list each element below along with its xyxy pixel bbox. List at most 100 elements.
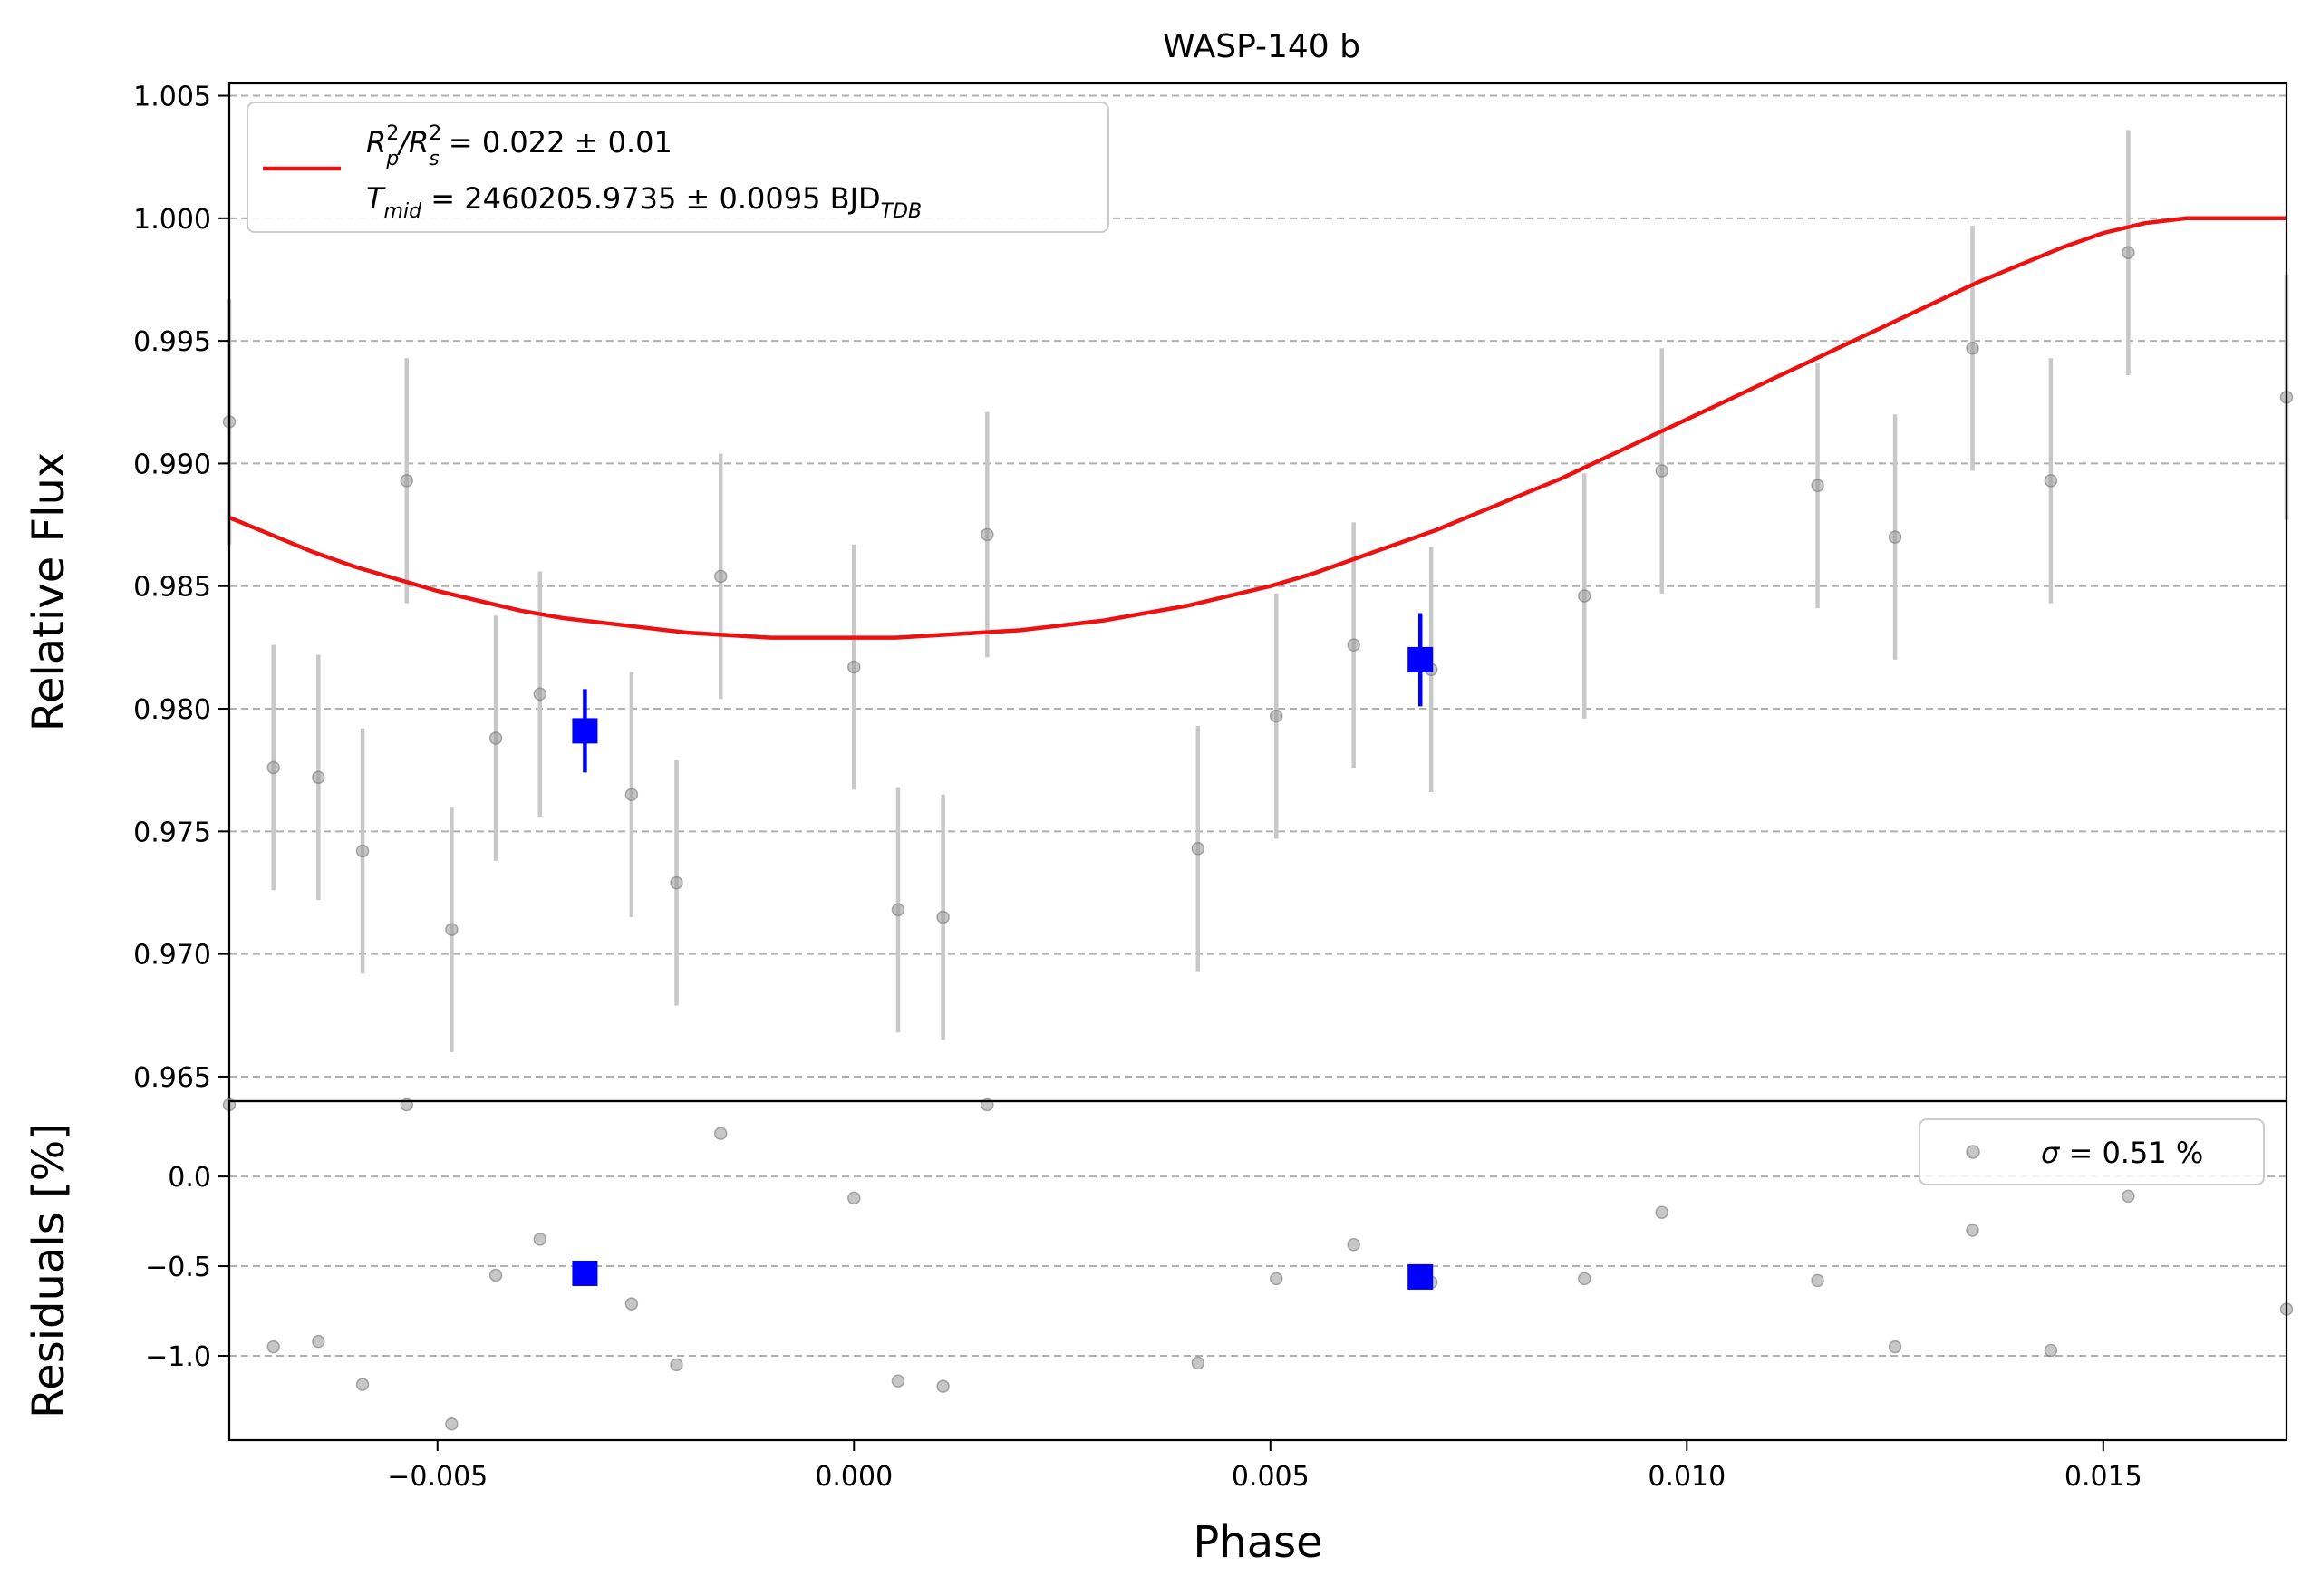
data-point <box>2044 474 2058 488</box>
residual-point <box>1578 1272 1591 1286</box>
transit-model-curve <box>228 216 2287 640</box>
legend-t-value: = 2460205.9735 ± 0.0095 BJD <box>421 181 881 216</box>
data-point <box>847 660 861 674</box>
residual-point <box>1191 1356 1205 1370</box>
legend-r-symbol: R <box>366 125 386 160</box>
data-point <box>1966 342 1979 355</box>
residual-point <box>891 1374 905 1388</box>
data-point <box>400 474 414 488</box>
residual-legend-marker <box>1966 1145 1980 1159</box>
x-tick-label: 0.015 <box>2064 1461 2142 1493</box>
model-legend: R2 p/R2 s = 0.022 ± 0.01 Tmid = 2460205.97… <box>247 102 1109 233</box>
model-legend-box <box>247 102 1109 233</box>
model-line <box>228 216 2287 640</box>
top-y-tick-label: 1.005 <box>133 82 211 113</box>
legend-r-slash: /R <box>396 125 429 160</box>
x-axis-label: Phase <box>1193 1517 1322 1568</box>
residual-point <box>488 1268 503 1282</box>
residual-point <box>1269 1272 1283 1286</box>
residual-point <box>936 1379 950 1393</box>
residual-point <box>266 1340 280 1354</box>
residual-binned-point <box>572 1260 598 1286</box>
binned-point <box>572 718 598 744</box>
top-y-axis-label: Relative Flux <box>24 452 74 732</box>
residual-point <box>445 1417 459 1431</box>
residual-y-axis-label: Residuals [%] <box>24 1123 74 1418</box>
top-y-tick-label: 0.975 <box>133 817 211 848</box>
residual-point <box>1655 1205 1668 1219</box>
residual-point <box>2122 1189 2135 1204</box>
residual-y-tick-label: −0.5 <box>145 1252 211 1283</box>
top-y-tick-label: 0.990 <box>133 449 211 480</box>
residual-point <box>312 1334 325 1349</box>
residual-point <box>2044 1343 2058 1358</box>
legend-t-sub: mid <box>384 200 423 223</box>
residual-panel-binned-points <box>572 1260 1434 1290</box>
residual-point <box>1811 1273 1824 1288</box>
data-point <box>2122 246 2135 259</box>
data-point <box>1269 709 1283 723</box>
data-point <box>355 844 370 858</box>
residual-panel-frame <box>227 1099 2288 1442</box>
residual-point <box>847 1191 861 1205</box>
legend-sigma-value: = 0.51 % <box>2059 1136 2203 1170</box>
residual-y-tick-label: 0.0 <box>168 1162 211 1194</box>
data-point <box>1811 479 1824 493</box>
residual-point <box>1888 1340 1902 1354</box>
binned-point <box>1407 646 1434 672</box>
x-axis-ticks: −0.005 0.000 0.005 0.010 0.015 <box>387 1440 2142 1493</box>
top-y-tick-label: 0.995 <box>133 326 211 358</box>
top-y-tick-label: 1.000 <box>133 204 211 236</box>
data-point <box>1655 464 1668 478</box>
residual-point <box>670 1358 683 1372</box>
data-point <box>891 903 905 917</box>
chart-title: WASP-140 b <box>1163 28 1360 65</box>
residual-point <box>355 1378 370 1391</box>
legend-r-sup-2: 2 <box>429 122 441 145</box>
residual-legend-box <box>1919 1118 2265 1185</box>
residual-y-tick-label: −1.0 <box>145 1341 211 1373</box>
residual-point <box>1966 1224 1979 1237</box>
residual-panel-y-ticks: 0.0 −0.5 −1.0 <box>145 1162 229 1373</box>
legend-t-unit-sub: TDB <box>881 200 922 223</box>
legend-radius-ratio: R2 p/R2 s = 0.022 ± 0.01 <box>366 122 672 170</box>
legend-sigma-symbol: σ <box>2041 1136 2061 1170</box>
top-y-tick-label: 0.970 <box>133 940 211 972</box>
data-point <box>1888 530 1902 544</box>
data-point <box>1578 589 1591 603</box>
data-point <box>266 760 280 775</box>
residual-point <box>624 1297 639 1311</box>
residual-legend: σ = 0.51 % <box>1919 1118 2265 1185</box>
x-tick-label: 0.000 <box>815 1461 893 1493</box>
legend-tmid: Tmid = 2460205.9735 ± 0.0095 BJDTDB <box>366 181 922 223</box>
residual-binned-point <box>1407 1263 1434 1290</box>
top-panel-binned-points <box>572 613 1434 773</box>
legend-r-sub-s: s <box>429 148 439 170</box>
data-point <box>312 770 325 785</box>
legend-r-value: = 0.022 ± 0.01 <box>440 125 672 160</box>
legend-sigma: σ = 0.51 % <box>2041 1136 2203 1170</box>
top-y-tick-label: 0.980 <box>133 694 211 726</box>
residual-point <box>533 1233 547 1246</box>
residual-point <box>713 1127 728 1140</box>
x-tick-label: −0.005 <box>387 1461 488 1493</box>
data-point <box>713 569 728 584</box>
legend-r-sup-1: 2 <box>386 122 399 145</box>
data-point <box>488 731 503 745</box>
residual-point <box>1347 1238 1360 1252</box>
top-y-tick-label: 0.985 <box>133 572 211 604</box>
data-point <box>624 788 639 801</box>
x-tick-label: 0.010 <box>1648 1461 1726 1493</box>
data-point <box>533 687 547 701</box>
data-point <box>670 875 683 890</box>
top-panel-y-ticks: 0.965 0.970 0.975 0.980 0.985 0.990 0.995 1.000… <box>133 82 229 1094</box>
data-point <box>981 527 994 542</box>
top-y-tick-label: 0.965 <box>133 1062 211 1094</box>
data-point <box>1191 842 1205 856</box>
legend-t-symbol: T <box>366 181 386 216</box>
data-point <box>936 910 950 924</box>
x-tick-label: 0.005 <box>1232 1461 1310 1493</box>
data-point <box>445 923 459 936</box>
data-point <box>1347 638 1360 652</box>
